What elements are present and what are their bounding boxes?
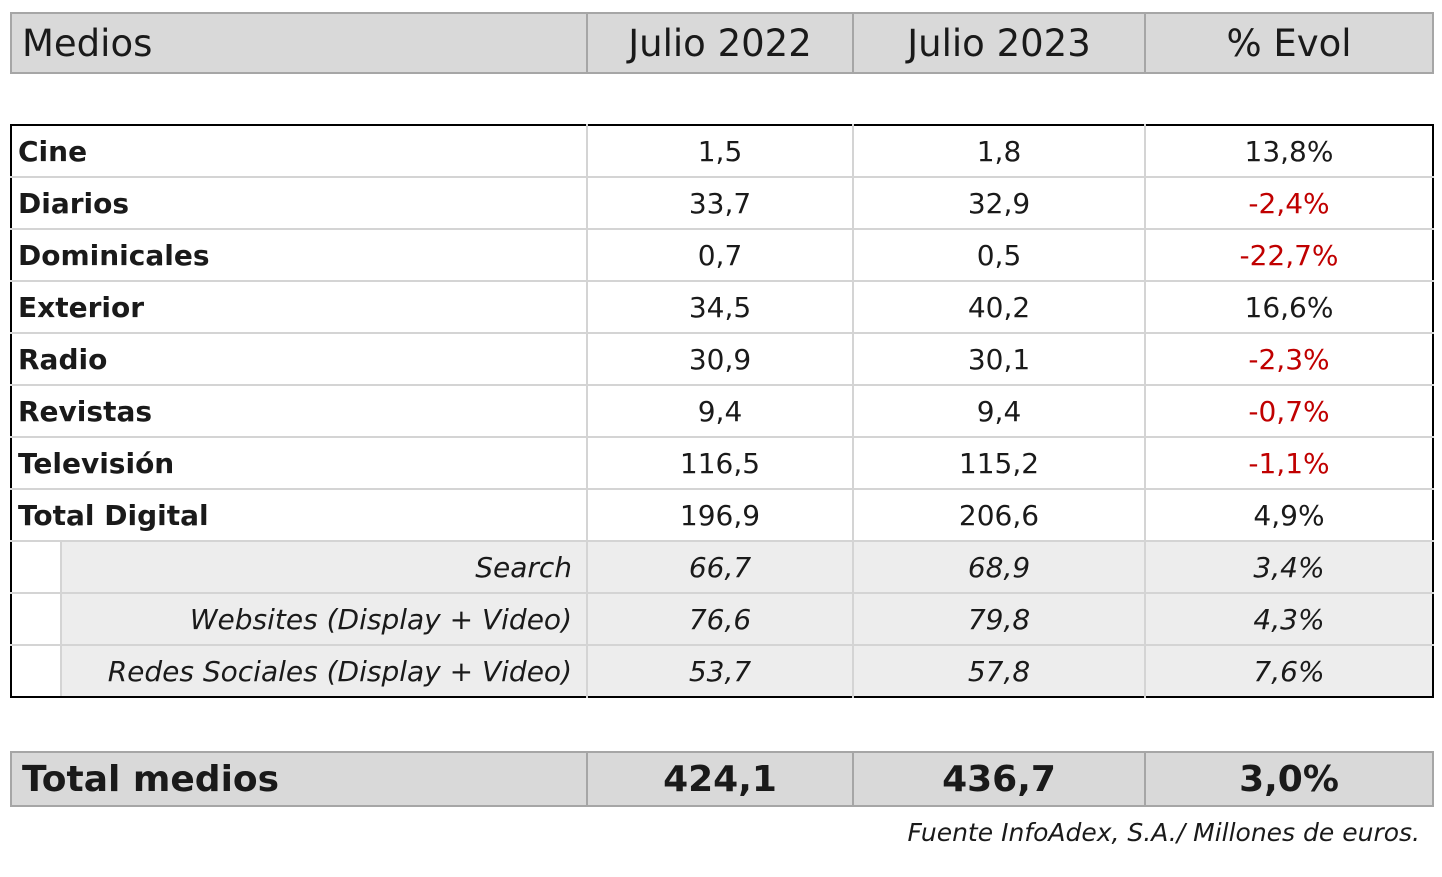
row-value-2022: 34,5 [586,280,853,333]
sub-row-value-2023: 57,8 [852,644,1145,697]
header-evol: % Evol [1144,13,1433,73]
total-2023: 436,7 [852,752,1145,806]
table-row: Diarios 33,7 32,9 -2,4% [11,176,1433,229]
row-value-2022: 9,4 [586,384,853,437]
row-evol: -22,7% [1144,228,1433,281]
row-label: Revistas [11,384,587,437]
row-label: Radio [11,332,587,385]
total-2022: 424,1 [586,752,853,806]
row-evol: 4,9% [1144,488,1433,541]
table-row: Total Digital 196,9 206,6 4,9% [11,488,1433,541]
total-row: Total medios 424,1 436,7 3,0% [11,752,1433,806]
row-value-2023: 40,2 [852,280,1145,333]
sub-row-label: Websites (Display + Video) [11,592,587,645]
header-table: Medios Julio 2022 Julio 2023 % Evol [10,12,1434,74]
total-evol: 3,0% [1144,752,1433,806]
sub-row: Websites (Display + Video) 76,6 79,8 4,3% [11,592,1433,645]
table-row: Televisión 116,5 115,2 -1,1% [11,436,1433,489]
row-evol: -2,3% [1144,332,1433,385]
row-evol: -2,4% [1144,176,1433,229]
row-value-2023: 30,1 [852,332,1145,385]
sub-row-value-2022: 66,7 [586,540,853,593]
header-row: Medios Julio 2022 Julio 2023 % Evol [11,13,1433,73]
source-note: Fuente InfoAdex, S.A./ Millones de euros… [907,818,1421,847]
row-label: Dominicales [11,228,587,281]
row-value-2022: 196,9 [586,488,853,541]
sub-row-evol: 7,6% [1144,644,1433,697]
row-value-2022: 0,7 [586,228,853,281]
table-row: Exterior 34,5 40,2 16,6% [11,280,1433,333]
sub-row: Search 66,7 68,9 3,4% [11,540,1433,593]
row-value-2023: 115,2 [852,436,1145,489]
sub-row-value-2022: 76,6 [586,592,853,645]
row-value-2022: 33,7 [586,176,853,229]
total-table: Total medios 424,1 436,7 3,0% [10,751,1434,807]
sub-row-label: Redes Sociales (Display + Video) [11,644,587,697]
row-evol: -0,7% [1144,384,1433,437]
row-evol: 16,6% [1144,280,1433,333]
header-medios: Medios [22,21,153,65]
sub-row-evol: 3,4% [1144,540,1433,593]
row-value-2023: 1,8 [852,125,1145,177]
row-value-2022: 116,5 [586,436,853,489]
header-julio-2022: Julio 2022 [586,13,853,73]
total-label: Total medios [22,758,280,800]
row-evol: 13,8% [1144,125,1433,177]
table-row: Radio 30,9 30,1 -2,3% [11,332,1433,385]
row-value-2023: 206,6 [852,488,1145,541]
sub-row: Redes Sociales (Display + Video) 53,7 57,8… [11,644,1433,697]
row-value-2023: 9,4 [852,384,1145,437]
header-julio-2023: Julio 2023 [852,13,1145,73]
sub-row-value-2023: 79,8 [852,592,1145,645]
row-label: Diarios [11,176,587,229]
sub-row-value-2022: 53,7 [586,644,853,697]
row-value-2022: 1,5 [586,125,853,177]
sub-row-label: Search [11,540,587,593]
sub-row-evol: 4,3% [1144,592,1433,645]
table-row: Revistas 9,4 9,4 -0,7% [11,384,1433,437]
row-evol: -1,1% [1144,436,1433,489]
row-value-2023: 0,5 [852,228,1145,281]
media-table: Cine 1,5 1,8 13,8% Diarios 33,7 32,9 -2,4% Domin… [10,124,1434,698]
table-row: Cine 1,5 1,8 13,8% [11,125,1433,177]
row-label: Televisión [11,436,587,489]
row-label: Exterior [11,280,587,333]
table-row: Dominicales 0,7 0,5 -22,7% [11,228,1433,281]
sub-row-value-2023: 68,9 [852,540,1145,593]
row-label: Cine [18,134,88,168]
row-value-2022: 30,9 [586,332,853,385]
row-value-2023: 32,9 [852,176,1145,229]
row-label: Total Digital [11,488,587,541]
